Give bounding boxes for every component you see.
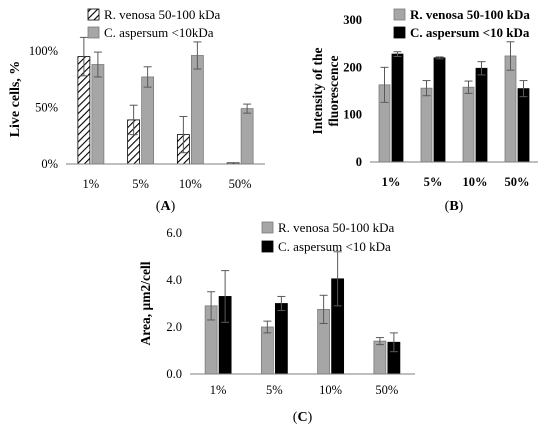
y-tick-label: 6.0 bbox=[166, 226, 182, 240]
x-tick-label: 5% bbox=[132, 177, 149, 191]
y-axis-label: Live cells, % bbox=[8, 61, 23, 138]
bar bbox=[191, 55, 203, 164]
y-axis-label-line: fluorescence bbox=[326, 56, 341, 127]
chart-panel-c: 0.0 2.0 4.0 6.0 Area, µm2/cell 1% 5% 10% 50% R. v… bbox=[138, 220, 415, 425]
bar bbox=[275, 304, 287, 375]
x-tick-label: 50% bbox=[229, 177, 252, 191]
bar bbox=[518, 89, 529, 162]
y-tick-label: 50% bbox=[35, 100, 58, 114]
bar bbox=[392, 54, 403, 162]
bar bbox=[261, 327, 273, 374]
y-tick-label: 200 bbox=[343, 60, 362, 74]
x-tick-label: 5% bbox=[424, 175, 443, 189]
panel-label-letter: B bbox=[449, 199, 458, 214]
bar bbox=[92, 65, 104, 164]
bar bbox=[421, 88, 432, 162]
panel-label: (A) bbox=[156, 199, 176, 214]
legend-swatch bbox=[88, 27, 99, 38]
y-tick-label: 4.0 bbox=[166, 273, 182, 287]
y-axis-label: Intensity of thefluorescence bbox=[310, 47, 341, 134]
legend-swatch bbox=[262, 222, 273, 233]
legend-label: C. aspersum <10kDa bbox=[104, 25, 214, 40]
legend-label: C. aspersum <10 kDa bbox=[278, 239, 391, 254]
x-tick-label: 1% bbox=[382, 175, 401, 189]
panel-label: (C) bbox=[293, 410, 313, 425]
y-axis-label: Area, µm2/cell bbox=[138, 261, 153, 345]
bar bbox=[374, 341, 386, 374]
x-tick-label: 10% bbox=[319, 383, 342, 397]
y-tick-label: 100 bbox=[343, 108, 362, 122]
legend-swatch bbox=[88, 9, 99, 20]
bar bbox=[142, 77, 154, 164]
panel-label-close: ) bbox=[171, 199, 176, 214]
x-tick-label: 5% bbox=[266, 383, 283, 397]
x-tick-label: 1% bbox=[83, 177, 100, 191]
y-tick-label: 0 bbox=[356, 155, 362, 169]
legend-label: R. venosa 50-100 kDa bbox=[278, 220, 394, 235]
y-tick-label: 100% bbox=[29, 44, 58, 58]
panel-label-letter: C bbox=[297, 410, 307, 425]
x-tick-label: 50% bbox=[505, 175, 530, 189]
chart-panel-b: 0 100 200 300 Intensity of thefluorescence 1%… bbox=[310, 7, 538, 214]
panel-label-close: ) bbox=[308, 410, 313, 425]
legend-swatch bbox=[394, 9, 405, 20]
bar bbox=[241, 109, 253, 164]
panel-label: (B) bbox=[445, 199, 464, 214]
legend-label: R. venosa 50-100 kDa bbox=[410, 7, 530, 22]
chart-panel-a: 0% 50% 100% Live cells, % 1% 5% 10% 50% R. venos… bbox=[8, 7, 265, 214]
y-tick-label: 300 bbox=[343, 13, 362, 27]
legend-swatch bbox=[262, 241, 273, 252]
legend-swatch bbox=[394, 27, 405, 38]
bar bbox=[434, 58, 445, 162]
x-tick-label: 50% bbox=[375, 383, 398, 397]
panel-label-close: ) bbox=[459, 199, 464, 214]
legend-label: C. aspersum <10 kDa bbox=[410, 25, 530, 40]
x-tick-label: 1% bbox=[210, 383, 227, 397]
y-tick-label: 0% bbox=[41, 157, 58, 171]
x-tick-label: 10% bbox=[179, 177, 202, 191]
bar bbox=[476, 68, 487, 162]
bar bbox=[463, 87, 474, 162]
x-tick-label: 10% bbox=[463, 175, 488, 189]
y-tick-label: 2.0 bbox=[166, 320, 182, 334]
y-axis-label-line: Intensity of the bbox=[310, 47, 325, 134]
legend-label: R. venosa 50-100 kDa bbox=[104, 7, 220, 22]
y-tick-label: 0.0 bbox=[166, 367, 182, 381]
bar bbox=[505, 56, 516, 162]
